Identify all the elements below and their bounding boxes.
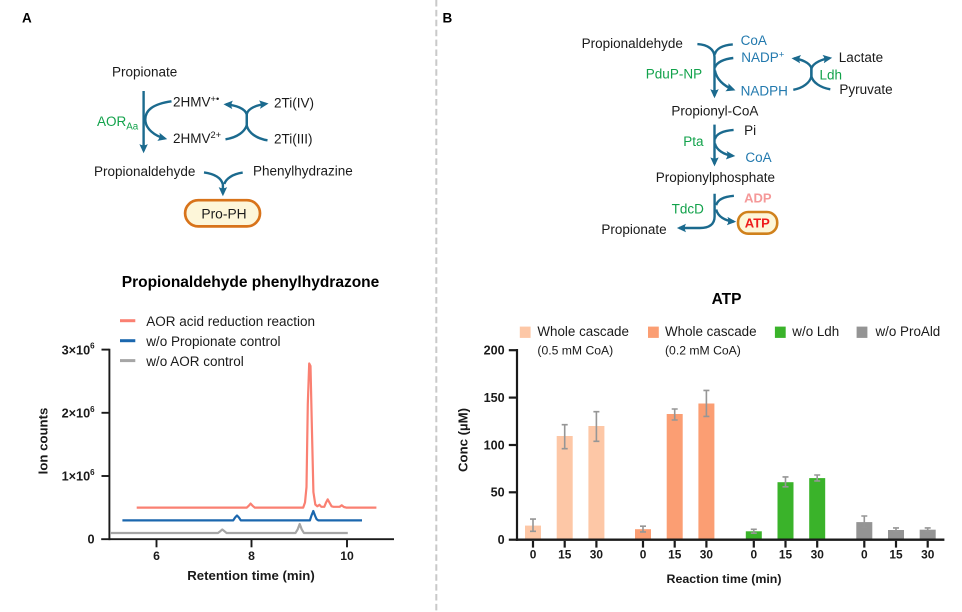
svg-text:8: 8 (248, 549, 255, 563)
svg-text:30: 30 (811, 548, 825, 562)
svg-text:Reaction time (min): Reaction time (min) (667, 572, 782, 586)
svg-text:NADPH: NADPH (741, 84, 788, 99)
svg-text:AOR acid reduction reaction: AOR acid reduction reaction (146, 314, 315, 329)
svg-text:1×106: 1×106 (62, 468, 96, 484)
svg-text:B: B (443, 11, 453, 26)
svg-text:w/o AOR control: w/o AOR control (145, 354, 244, 369)
svg-text:2Ti(IV): 2Ti(IV) (274, 96, 314, 111)
svg-text:0: 0 (498, 533, 505, 547)
svg-text:2HMV2+: 2HMV2+ (173, 130, 221, 146)
svg-text:150: 150 (484, 391, 505, 405)
svg-text:Pta: Pta (683, 134, 704, 149)
svg-text:w/o Propionate control: w/o Propionate control (145, 334, 280, 349)
svg-text:15: 15 (668, 548, 682, 562)
svg-text:(0.5 mM CoA): (0.5 mM CoA) (537, 344, 613, 358)
svg-text:Pi: Pi (744, 123, 756, 138)
svg-text:Ldh: Ldh (820, 68, 843, 83)
svg-text:0: 0 (750, 548, 757, 562)
svg-text:30: 30 (590, 548, 604, 562)
svg-text:Phenylhydrazine: Phenylhydrazine (253, 163, 353, 178)
svg-text:15: 15 (558, 548, 572, 562)
svg-text:Propionyl-CoA: Propionyl-CoA (671, 104, 758, 119)
svg-text:100: 100 (484, 438, 505, 452)
svg-text:30: 30 (700, 548, 714, 562)
svg-text:0: 0 (861, 548, 868, 562)
svg-text:Propionylphosphate: Propionylphosphate (656, 170, 775, 185)
svg-text:Retention time (min): Retention time (min) (187, 568, 314, 583)
svg-text:Propionaldehyde: Propionaldehyde (94, 164, 195, 179)
svg-text:Whole cascade: Whole cascade (537, 324, 629, 339)
svg-text:Propionaldehyde: Propionaldehyde (582, 36, 683, 51)
svg-text:AORAa: AORAa (97, 114, 139, 133)
svg-text:ADP: ADP (744, 190, 772, 205)
svg-text:0: 0 (88, 533, 95, 547)
svg-text:200: 200 (484, 344, 505, 358)
svg-text:2HMV+•: 2HMV+• (173, 94, 219, 110)
svg-text:A: A (22, 11, 32, 26)
svg-text:50: 50 (491, 486, 505, 500)
svg-text:Propionate: Propionate (601, 222, 666, 237)
svg-text:Propionaldehyde phenylhydrazon: Propionaldehyde phenylhydrazone (122, 274, 380, 291)
svg-text:0: 0 (640, 548, 647, 562)
svg-text:Whole cascade: Whole cascade (665, 324, 757, 339)
svg-text:3×106: 3×106 (62, 342, 96, 358)
svg-text:Propionate: Propionate (112, 65, 177, 80)
svg-text:CoA: CoA (745, 150, 771, 165)
svg-text:NADP+: NADP+ (741, 50, 784, 66)
svg-text:30: 30 (921, 548, 935, 562)
svg-text:PduP-NP: PduP-NP (646, 66, 702, 81)
svg-text:Conc (µM): Conc (µM) (456, 408, 471, 472)
svg-text:TdcD: TdcD (672, 202, 705, 217)
svg-text:15: 15 (889, 548, 903, 562)
svg-text:CoA: CoA (741, 33, 767, 48)
svg-text:Ion counts: Ion counts (36, 408, 51, 475)
svg-text:0: 0 (530, 548, 537, 562)
svg-text:2Ti(III): 2Ti(III) (274, 131, 313, 146)
svg-text:ATP: ATP (712, 291, 742, 308)
svg-text:ATP: ATP (745, 216, 770, 231)
svg-text:Pro-PH: Pro-PH (201, 207, 246, 222)
svg-text:w/o Ldh: w/o Ldh (791, 324, 839, 339)
svg-text:2×106: 2×106 (62, 405, 96, 421)
svg-text:10: 10 (340, 549, 354, 563)
svg-text:15: 15 (779, 548, 793, 562)
svg-text:Pyruvate: Pyruvate (839, 82, 892, 97)
svg-text:w/o ProAld: w/o ProAld (875, 324, 941, 339)
svg-text:6: 6 (153, 549, 160, 563)
svg-text:(0.2 mM CoA): (0.2 mM CoA) (665, 344, 741, 358)
svg-text:Lactate: Lactate (839, 50, 883, 65)
